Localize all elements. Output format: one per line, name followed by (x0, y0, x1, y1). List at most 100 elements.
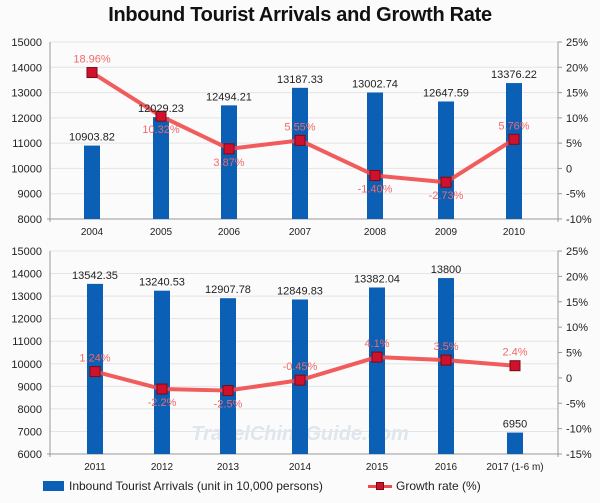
growth-rate-marker (294, 374, 306, 386)
x-axis-tick-label: 2005 (150, 227, 173, 238)
bar-data-label: 13542.35 (72, 270, 118, 282)
right-axis-tick-label: 25% (566, 246, 588, 258)
left-axis-tick-label: 10000 (11, 163, 42, 175)
bar (506, 83, 522, 219)
left-axis-tick-label: 8000 (18, 404, 42, 416)
growth-rate-marker (156, 383, 168, 395)
left-axis-tick-label: 13000 (11, 291, 42, 303)
legend-line-label: Growth rate (%) (396, 479, 481, 493)
left-axis-tick-label: 11000 (12, 336, 42, 348)
legend-bar: Inbound Tourist Arrivals (unit in 10,000… (43, 479, 323, 493)
x-axis-tick-label: 2010 (503, 227, 526, 238)
growth-rate-data-label: 5.55% (284, 121, 315, 133)
growth-rate-data-label: -2.5% (214, 399, 243, 411)
bar-data-label: 12029.23 (138, 103, 184, 115)
bar (367, 92, 383, 219)
right-axis-tick-label: 20% (566, 62, 588, 74)
left-axis-tick-label: 11000 (12, 138, 42, 150)
growth-rate-marker (223, 143, 235, 155)
x-axis-tick-label: 2008 (364, 227, 387, 238)
growth-rate-data-label: 4.1% (364, 338, 389, 350)
x-axis-tick-label: 2006 (218, 227, 241, 238)
legend-line: Growth rate (%) (368, 479, 481, 493)
legend-line-swatch (368, 481, 392, 491)
growth-rate-marker (371, 351, 383, 363)
left-axis-tick-label: 10000 (11, 359, 42, 371)
left-axis-tick-label: 15000 (11, 246, 42, 258)
chart-title: Inbound Tourist Arrivals and Growth Rate (108, 4, 492, 26)
left-axis-tick-label: 14000 (11, 62, 42, 74)
right-axis-tick-label: 10% (566, 322, 588, 334)
bar (438, 101, 454, 219)
x-axis-tick-label: 2007 (289, 227, 312, 238)
growth-rate-data-label: 5.76% (498, 120, 529, 132)
bar-data-label: 12494.21 (206, 91, 252, 103)
right-axis-tick-label: -5% (566, 189, 586, 201)
growth-rate-marker (440, 354, 452, 366)
bar (153, 117, 169, 219)
right-axis-tick-label: 0 (566, 163, 572, 175)
growth-rate-data-label: -0.45% (283, 361, 318, 373)
left-axis-tick-label: 9000 (18, 381, 42, 393)
left-axis-tick-label: 12000 (11, 113, 42, 125)
x-axis-tick-label: 2009 (435, 227, 458, 238)
bar-data-label: 13376.22 (491, 69, 537, 81)
left-axis-tick-label: 13000 (11, 88, 42, 100)
right-axis-tick-label: 0 (566, 373, 572, 385)
bar (292, 87, 308, 219)
bar-data-label: 12849.83 (277, 285, 323, 297)
bar-data-label: 13002.74 (352, 79, 398, 91)
growth-rate-marker (508, 133, 520, 145)
left-axis-tick-label: 14000 (11, 269, 42, 281)
bar (84, 145, 100, 219)
growth-rate-marker (89, 366, 101, 378)
x-axis-tick-label: 2014 (289, 462, 312, 473)
bar-data-label: 12907.78 (205, 284, 251, 296)
legend-bar-swatch (43, 481, 64, 491)
bar (154, 290, 170, 454)
left-axis-tick-label: 7000 (18, 426, 42, 438)
left-axis-tick-label: 6000 (18, 449, 42, 461)
x-axis-tick-label: 2004 (81, 227, 104, 238)
growth-rate-data-label: -2.2% (148, 397, 177, 409)
right-axis-tick-label: 20% (566, 271, 588, 283)
labels-layer: 8000 9000 10000 11000 12000 13000 14000 15000 -1… (11, 37, 591, 473)
x-axis-tick-label: 2015 (366, 462, 389, 473)
right-axis-tick-label: 5% (566, 348, 582, 360)
bar-data-label: 13240.53 (139, 277, 185, 289)
bar (221, 105, 237, 219)
bar-data-label: 13187.33 (277, 74, 323, 86)
growth-rate-data-label: -2.73% (429, 190, 464, 202)
x-axis-tick-label: 2011 (84, 462, 106, 473)
growth-rate-marker (222, 385, 234, 397)
growth-rate-data-label: 3.87% (213, 157, 244, 169)
right-axis-tick-label: 15% (566, 297, 588, 309)
bar (438, 278, 454, 454)
right-axis-tick-label: -10% (566, 214, 592, 226)
x-axis-tick-label: 2013 (217, 462, 240, 473)
left-axis-tick-label: 9000 (18, 189, 42, 201)
right-axis-tick-label: -15% (566, 449, 592, 461)
growth-rate-marker (440, 176, 452, 188)
bar-data-label: 13800 (431, 264, 462, 276)
left-axis-tick-label: 15000 (11, 37, 42, 49)
growth-rate-data-label: 10.32% (142, 124, 180, 136)
bar-data-label: 12647.59 (423, 87, 469, 99)
growth-rate-data-label: -1.40% (358, 184, 393, 196)
growth-rate-data-label: 18.96% (73, 54, 111, 66)
growth-rate-marker (294, 134, 306, 146)
bar (220, 298, 236, 454)
growth-rate-data-label: 1.24% (79, 353, 110, 365)
right-axis-tick-label: 15% (566, 88, 588, 100)
growth-rate-data-label: 2.4% (502, 347, 527, 359)
right-axis-tick-label: -10% (566, 424, 592, 436)
bar-data-label: 13382.04 (354, 273, 400, 285)
bar (369, 287, 385, 454)
growth-rate-marker (86, 67, 98, 79)
right-axis-tick-label: -5% (566, 398, 586, 410)
left-axis-tick-label: 12000 (11, 314, 42, 326)
growth-rate-data-label: 3.5% (433, 341, 458, 353)
x-axis-tick-label: 2016 (435, 462, 458, 473)
legend-bar-label: Inbound Tourist Arrivals (unit in 10,000… (69, 479, 323, 493)
